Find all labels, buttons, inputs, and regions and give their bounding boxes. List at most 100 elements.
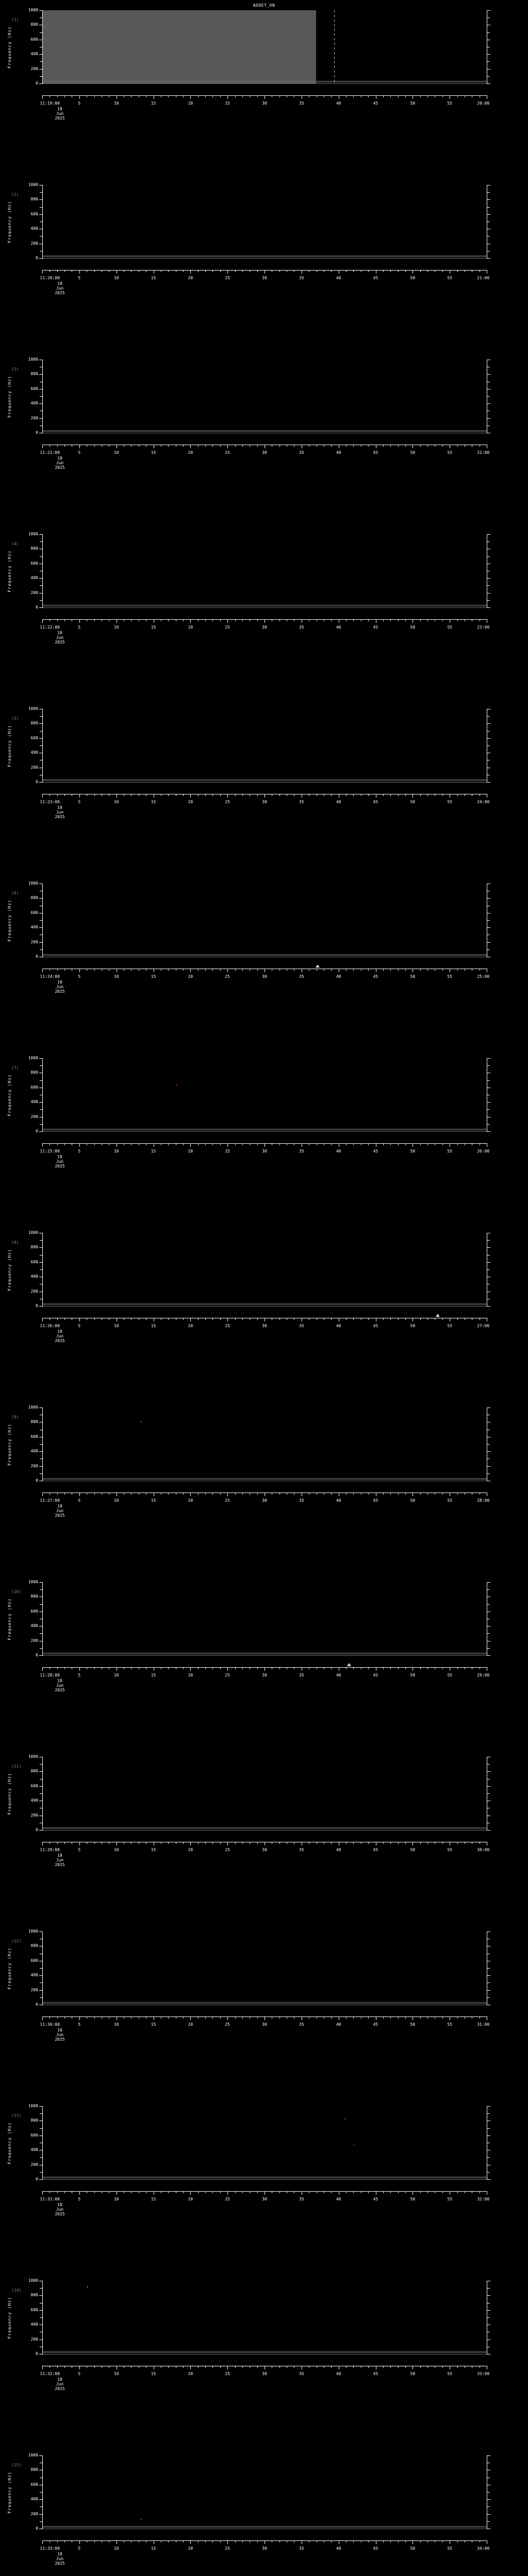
baseline-gridline [43, 1655, 487, 1656]
x-tick-label: 35 [299, 2371, 304, 2376]
x-tick-label: 25 [225, 450, 230, 455]
x-tick-minor [390, 2366, 391, 2368]
x-tick-minor [331, 1493, 332, 1495]
x-axis [42, 1667, 487, 1671]
y-tick-label: 400 [30, 925, 38, 930]
x-tick-minor [442, 1667, 443, 1669]
x-tick-label: 5 [78, 2546, 81, 2551]
y-tick-label: 600 [30, 561, 38, 566]
y-tick-minor [487, 2128, 490, 2129]
y-tick-major [487, 1931, 490, 1932]
left-axis-spine [42, 709, 43, 783]
x-tick-major [227, 2540, 228, 2544]
x-tick-minor [57, 619, 58, 621]
plot-area: 1000 800 600 400 200 0 [28, 358, 490, 435]
x-tick-minor [205, 270, 206, 272]
y-tick-minor [40, 1124, 42, 1125]
x-axis [42, 969, 487, 972]
x-tick-labels: 11:33:00 5 10 15 20 25 30 35 40 45 50 55 34:00 [40, 2546, 489, 2551]
y-axis-title: Frequency (Hz) [7, 1233, 12, 1307]
x-tick-minor [420, 95, 421, 97]
x-tick-minor [242, 2016, 243, 2019]
x-tick-minor [220, 270, 221, 272]
x-tick-minor [383, 794, 384, 796]
x-tick-minor [257, 445, 258, 447]
x-tick-major [42, 794, 43, 798]
y-tick-label: 1000 [28, 8, 38, 12]
left-axis-spine [42, 1931, 43, 2005]
x-tick-minor [242, 2191, 243, 2193]
x-tick-label: 20 [188, 800, 193, 804]
y-tick-major [487, 374, 490, 375]
y-tick-label: 200 [30, 1812, 38, 1818]
y-tick-major [487, 1247, 490, 1248]
date-line: 2025 [55, 989, 65, 994]
x-tick-minor [242, 2366, 243, 2368]
spectrogram-panel: (15) Frequency (Hz) 1000 800 600 400 200 0 11:33… [0, 2453, 528, 2576]
y-axis-title-text: Frequency (Hz) [7, 1248, 12, 1291]
x-tick-minor [212, 969, 213, 971]
x-tick-label: 10 [113, 625, 119, 630]
x-tick-label: 25 [225, 625, 230, 630]
x-tick-minor [168, 1842, 169, 1844]
x-tick-major [227, 2191, 228, 2195]
x-tick-minor [368, 1318, 369, 1320]
y-tick-major [39, 2514, 42, 2515]
x-tick-major [42, 95, 43, 99]
x-axis [42, 619, 487, 623]
x-axis [42, 2540, 487, 2544]
x-tick-minor [242, 445, 243, 447]
y-tick-major [39, 942, 42, 943]
x-tick-minor [420, 1493, 421, 1495]
left-axis-spine [42, 360, 43, 433]
x-tick-minor [235, 794, 236, 796]
x-tick-minor [205, 794, 206, 796]
y-tick-major [487, 2499, 490, 2500]
y-tick-major [39, 1262, 42, 1263]
x-tick-minor [368, 2191, 369, 2193]
panel-index-label: (9) [11, 1415, 19, 1419]
y-tick-major [39, 258, 42, 259]
x-tick-minor [197, 1493, 199, 1495]
spectrogram-panel: (11) Frequency (Hz) 1000 800 600 400 200 0 11:29… [0, 1755, 528, 1931]
x-tick-minor [64, 1143, 65, 1145]
x-tick-minor [405, 1842, 406, 1844]
x-tick-minor [168, 1143, 169, 1145]
y-tick-minor [487, 585, 490, 586]
x-tick-minor [331, 445, 332, 447]
y-tick-major [39, 1931, 42, 1932]
x-tick-label-start: 11:27:00 [40, 1498, 60, 1503]
y-tick-major [39, 2179, 42, 2180]
x-tick-minor [64, 2540, 65, 2543]
x-tick-label: 45 [373, 2546, 378, 2551]
x-tick-minor [368, 1143, 369, 1145]
x-tick-minor [220, 2191, 221, 2193]
x-tick-minor [390, 1493, 391, 1495]
panel-data-layer [43, 1408, 487, 1481]
y-tick-label: 200 [30, 66, 38, 71]
date-line: 2025 [55, 2386, 65, 2391]
y-tick-label: 400 [30, 575, 38, 581]
y-tick-minor [40, 1778, 42, 1780]
baseline-gridline [43, 1830, 487, 1831]
y-tick-major [487, 83, 490, 84]
x-tick-label: 35 [299, 2197, 304, 2201]
x-tick-minor [398, 2540, 399, 2543]
x-tick-minor [212, 1318, 213, 1320]
baseline-gridline [43, 607, 487, 608]
x-tick-major [227, 445, 228, 448]
x-tick-minor [168, 95, 169, 97]
panel-index-label: (13) [11, 2113, 22, 2118]
x-tick-minor [457, 2191, 458, 2193]
y-tick-minor [487, 192, 490, 193]
x-tick-label: 5 [78, 1848, 81, 1852]
x-axis-date-label: 18 Jun 2025 [44, 1679, 75, 1692]
x-tick-major [190, 95, 191, 99]
x-tick-minor [205, 95, 206, 97]
y-axis-title: Frequency (Hz) [7, 709, 12, 783]
date-line: Jun [56, 461, 64, 465]
left-axis-spine [42, 2106, 43, 2180]
x-tick-label: 45 [373, 1848, 378, 1852]
x-tick-minor [57, 2540, 58, 2543]
y-tick-label: 0 [36, 2526, 38, 2531]
